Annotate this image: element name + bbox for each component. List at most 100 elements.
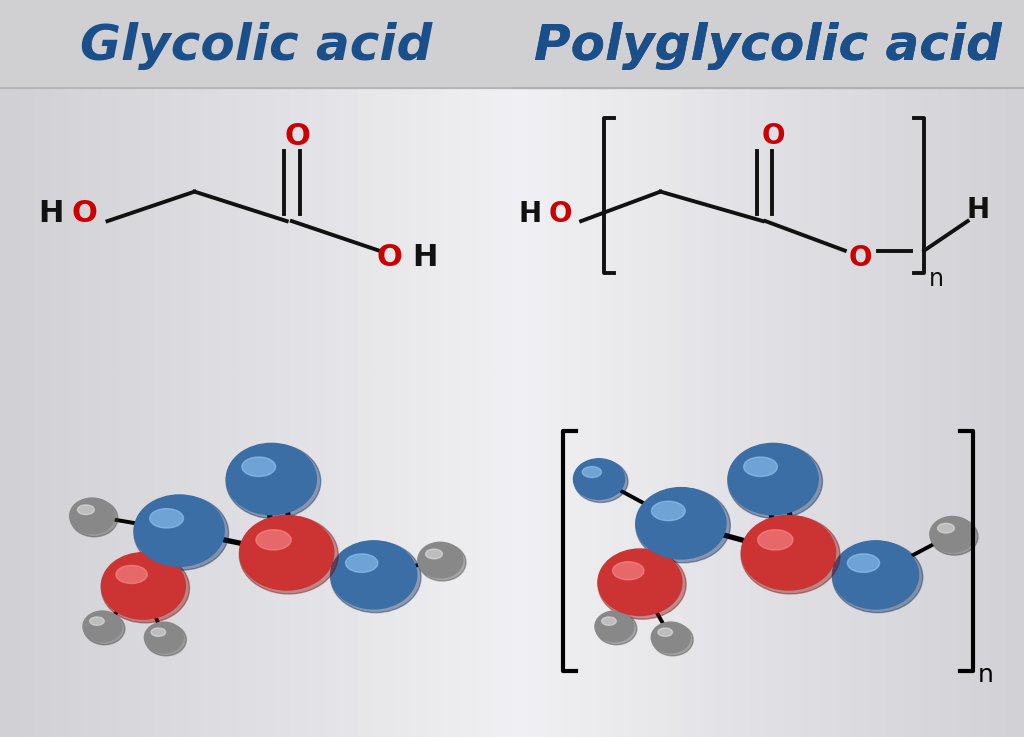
Bar <box>495 368 514 737</box>
Bar <box>51 368 71 737</box>
Ellipse shape <box>78 505 94 514</box>
Ellipse shape <box>652 624 693 656</box>
Bar <box>187 368 207 737</box>
Text: O: O <box>376 243 402 273</box>
Text: H: H <box>39 199 63 228</box>
Ellipse shape <box>636 488 730 563</box>
Ellipse shape <box>152 628 166 636</box>
Text: O: O <box>762 122 784 150</box>
Bar <box>614 368 634 737</box>
Bar <box>187 0 207 368</box>
Ellipse shape <box>583 467 601 478</box>
Bar <box>154 368 173 737</box>
Text: n: n <box>930 268 944 291</box>
Bar <box>563 368 583 737</box>
Bar <box>939 0 958 368</box>
Bar <box>17 0 37 368</box>
Ellipse shape <box>598 550 686 619</box>
Bar <box>256 368 275 737</box>
Bar <box>290 368 310 737</box>
Ellipse shape <box>598 549 682 615</box>
Bar <box>34 0 53 368</box>
Bar <box>205 368 224 737</box>
Text: O: O <box>849 244 871 272</box>
Ellipse shape <box>426 549 442 559</box>
Ellipse shape <box>595 611 634 642</box>
Ellipse shape <box>636 488 726 559</box>
Bar <box>870 0 890 368</box>
Bar <box>853 0 872 368</box>
Ellipse shape <box>930 517 975 552</box>
Bar <box>410 0 429 368</box>
Bar <box>837 368 856 737</box>
Bar <box>597 0 616 368</box>
Ellipse shape <box>938 523 954 533</box>
Bar <box>69 368 88 737</box>
Bar <box>546 0 565 368</box>
Bar <box>581 368 600 737</box>
Ellipse shape <box>116 565 147 584</box>
Bar <box>648 0 668 368</box>
Bar <box>734 0 754 368</box>
Bar <box>546 368 565 737</box>
Bar <box>837 0 856 368</box>
Text: H: H <box>518 200 542 228</box>
Ellipse shape <box>134 495 224 566</box>
Ellipse shape <box>226 444 321 519</box>
Ellipse shape <box>101 553 189 623</box>
Bar <box>239 0 259 368</box>
Ellipse shape <box>651 622 690 653</box>
Bar <box>341 0 361 368</box>
Bar <box>529 368 549 737</box>
Bar <box>648 368 668 737</box>
Text: n: n <box>978 663 994 688</box>
Bar <box>683 0 702 368</box>
Bar <box>325 368 344 737</box>
Ellipse shape <box>419 544 466 581</box>
Ellipse shape <box>833 542 923 612</box>
Ellipse shape <box>256 530 291 550</box>
Bar <box>325 0 344 368</box>
Bar <box>990 0 1010 368</box>
Ellipse shape <box>242 457 275 476</box>
Bar <box>410 368 429 737</box>
Bar <box>939 368 958 737</box>
Bar <box>171 368 190 737</box>
Bar <box>443 368 463 737</box>
Bar <box>529 0 549 368</box>
Text: O: O <box>72 199 97 228</box>
Bar <box>512 0 1024 88</box>
Bar <box>17 368 37 737</box>
Ellipse shape <box>602 617 616 625</box>
Bar <box>461 0 480 368</box>
Bar <box>478 0 498 368</box>
Ellipse shape <box>71 500 118 537</box>
Bar <box>136 368 156 737</box>
Bar <box>563 0 583 368</box>
Bar <box>443 0 463 368</box>
Bar <box>85 368 104 737</box>
Bar <box>171 0 190 368</box>
Bar <box>478 368 498 737</box>
Bar <box>392 0 412 368</box>
Bar <box>495 0 514 368</box>
Bar <box>376 0 395 368</box>
Bar <box>785 368 805 737</box>
Bar <box>973 0 992 368</box>
Ellipse shape <box>101 553 185 619</box>
Ellipse shape <box>331 541 417 609</box>
Bar <box>1007 368 1024 737</box>
Bar <box>853 368 872 737</box>
Bar <box>461 368 480 737</box>
Ellipse shape <box>833 541 919 609</box>
Bar <box>392 368 412 737</box>
Bar <box>581 0 600 368</box>
Bar <box>717 0 736 368</box>
Bar <box>120 368 139 737</box>
Bar <box>819 0 839 368</box>
Bar <box>136 0 156 368</box>
Ellipse shape <box>331 542 421 612</box>
Bar <box>102 0 122 368</box>
Ellipse shape <box>418 542 463 578</box>
Ellipse shape <box>134 495 228 570</box>
